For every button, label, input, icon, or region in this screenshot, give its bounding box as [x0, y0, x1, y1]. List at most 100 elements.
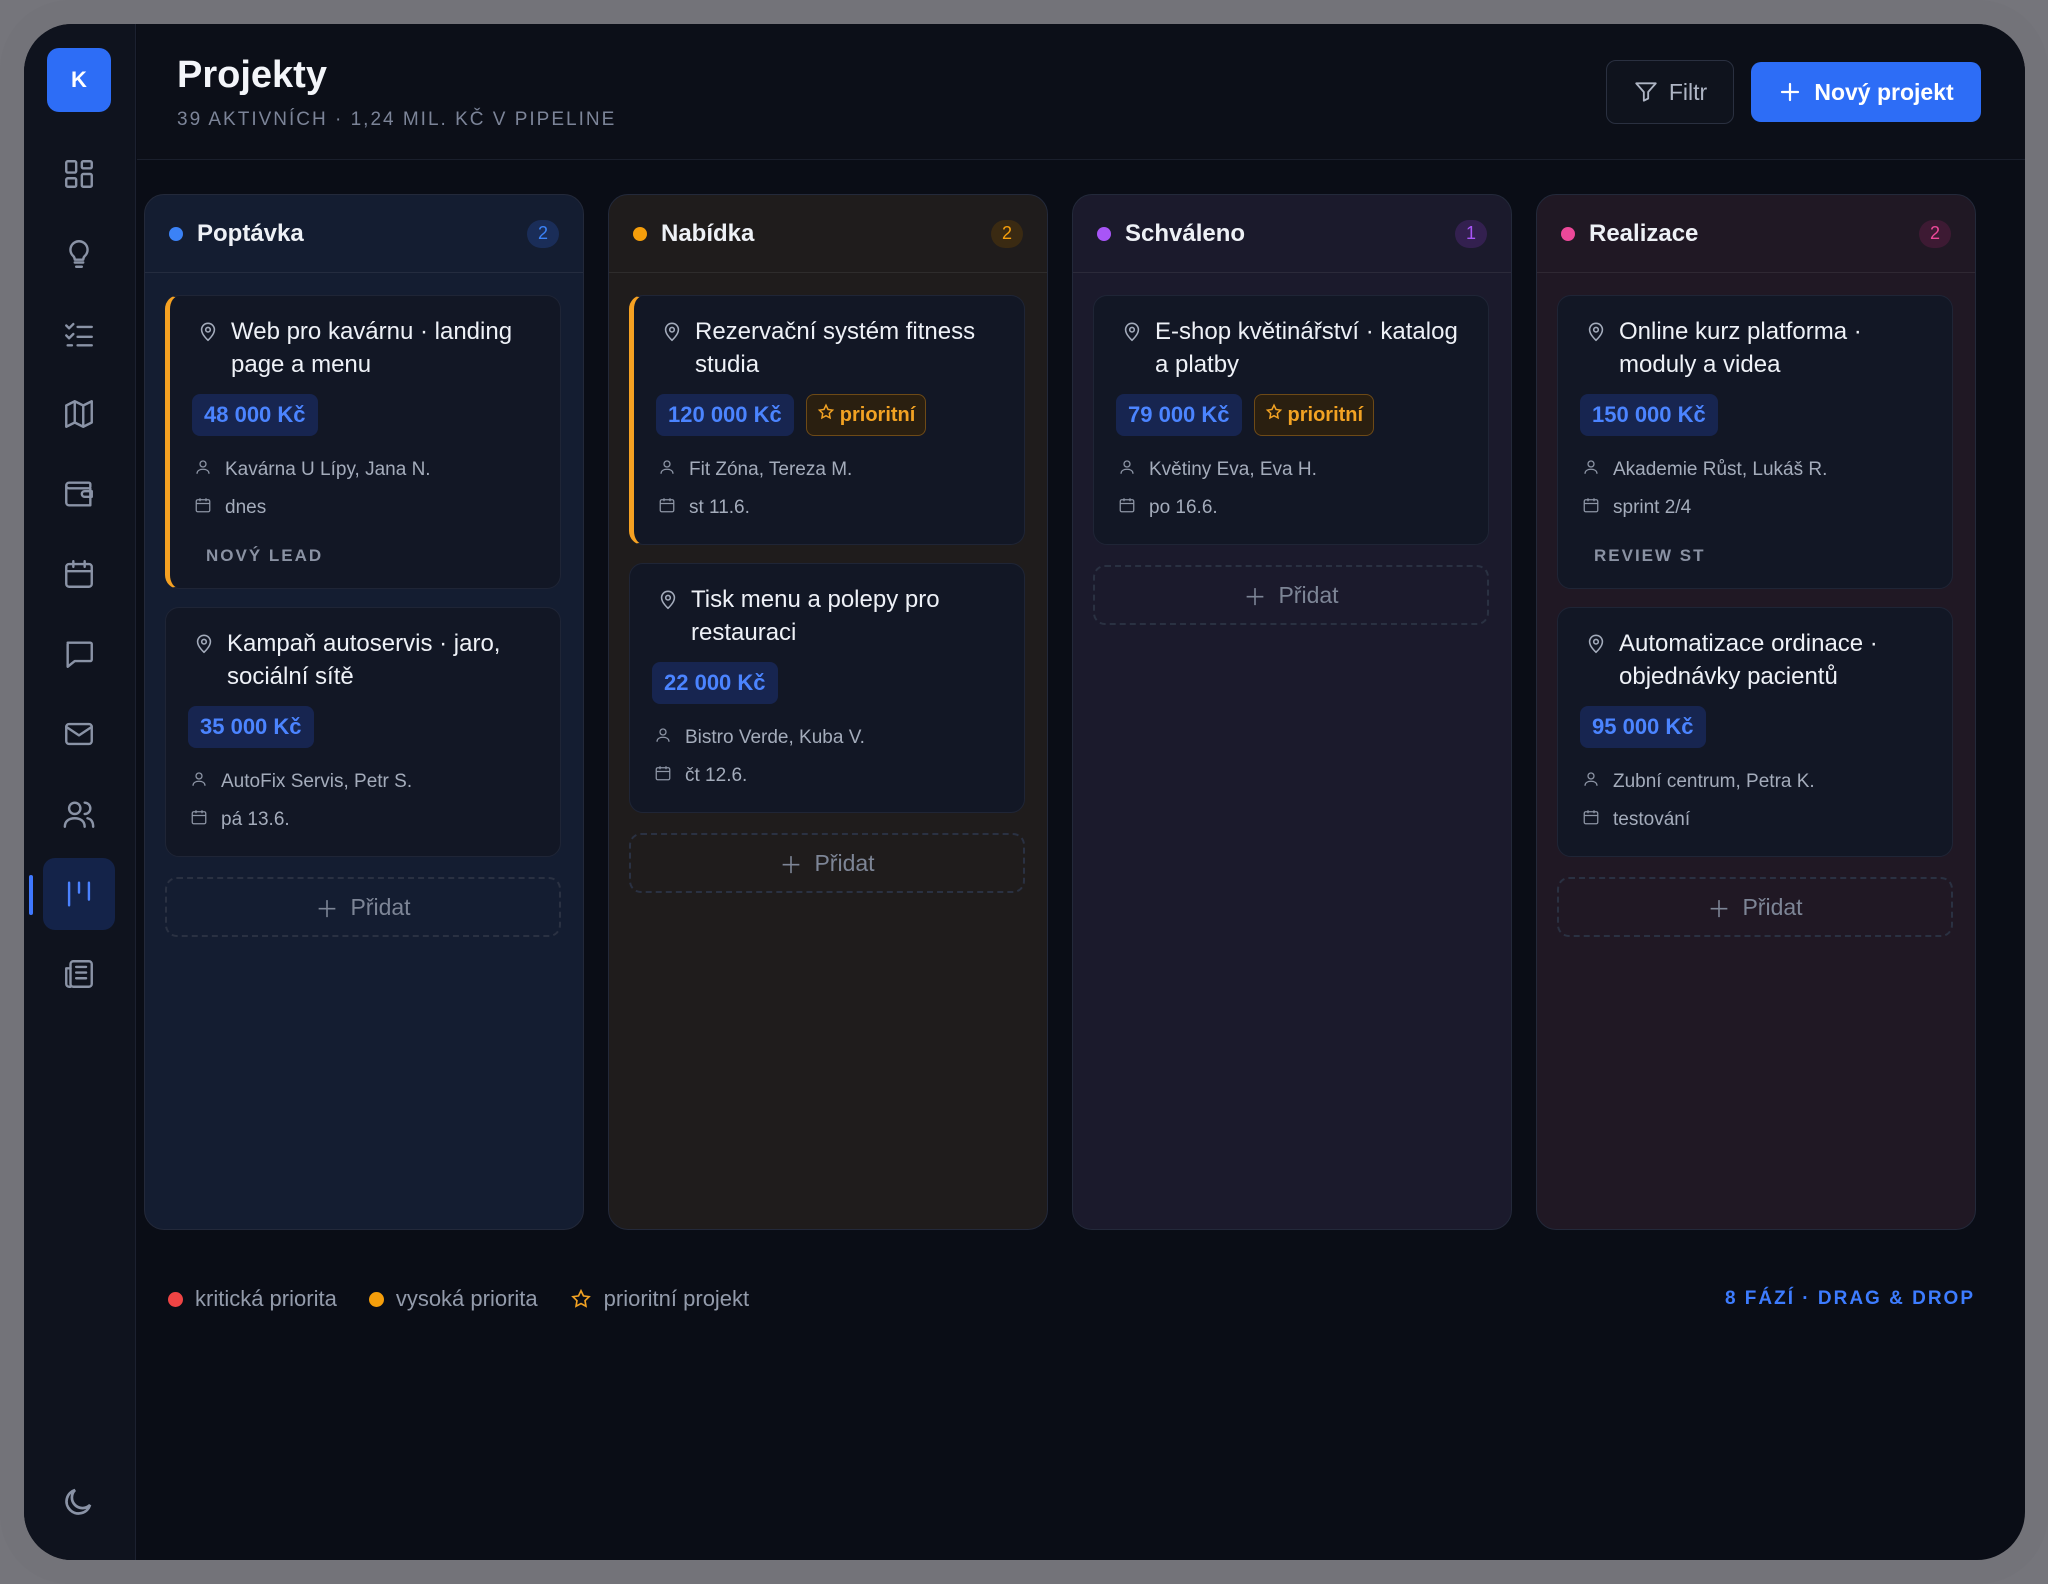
priority-label: prioritní: [1287, 403, 1364, 426]
star-icon: [570, 1288, 591, 1308]
card-date: sprint 2/4: [1582, 496, 1691, 520]
card-title: Tisk menu a polepy pro restauraci: [657, 583, 1006, 649]
column-status-dot: [1561, 226, 1575, 241]
project-card[interactable]: Rezervační systém fitness studia 120 000 …: [629, 295, 1025, 545]
client-text: AutoFix Servis, Petr S.: [221, 771, 413, 792]
card-title-text: Automatizace ordinace · objednávky pacie…: [1619, 630, 1878, 690]
filter-button[interactable]: Filtr: [1606, 60, 1734, 124]
card-title-text: Web pro kavárnu · landing page a menu: [231, 318, 513, 378]
add-card-button[interactable]: ＋ Přidat: [629, 833, 1025, 893]
calendar-icon: [194, 496, 212, 520]
card-title: Web pro kavárnu · landing page a menu: [197, 315, 542, 381]
price-badge: 95 000 Kč: [1580, 706, 1706, 748]
critical-dot: [168, 1291, 183, 1307]
calendar-icon[interactable]: [43, 538, 115, 610]
column-header: Poptávka 2: [145, 195, 583, 273]
legend: kritická priorita vysoká priorita priori…: [168, 1286, 781, 1312]
project-card[interactable]: E-shop květinářství · katalog a platby 79…: [1093, 295, 1489, 545]
card-chips: 35 000 Kč: [188, 706, 314, 748]
column-1: Nabídka 2 Rezervační systém fitness studia…: [608, 194, 1048, 1230]
card-tag: NOVÝ LEAD: [206, 546, 324, 565]
card-client: Zubní centrum, Petra K.: [1582, 770, 1815, 794]
card-title: Kampaň autoservis · jaro, sociální sítě: [193, 627, 542, 693]
card-title-text: Tisk menu a polepy pro restauraci: [691, 586, 940, 646]
checklist-icon[interactable]: [43, 298, 115, 370]
priority-badge: prioritní: [805, 394, 927, 436]
dashboard-icon[interactable]: [43, 138, 115, 210]
card-date: po 16.6.: [1118, 496, 1218, 520]
project-card[interactable]: Kampaň autoservis · jaro, sociální sítě 3…: [165, 607, 561, 857]
date-text: pá 13.6.: [221, 809, 290, 830]
card-title-text: Kampaň autoservis · jaro, sociální sítě: [227, 630, 501, 690]
active-nav-indicator: [29, 875, 33, 915]
card-title: E-shop květinářství · katalog a platby: [1121, 315, 1470, 381]
client-text: Květiny Eva, Eva H.: [1149, 459, 1317, 480]
add-label: Přidat: [814, 849, 875, 876]
date-text: po 16.6.: [1149, 497, 1218, 518]
add-card-button[interactable]: ＋ Přidat: [165, 877, 561, 937]
plus-icon: ＋: [1243, 584, 1267, 610]
priority-badge: prioritní: [1253, 394, 1375, 436]
lightbulb-icon[interactable]: [43, 218, 115, 290]
chat-icon[interactable]: [43, 618, 115, 690]
add-card-button[interactable]: ＋ Přidat: [1557, 877, 1953, 937]
mail-icon[interactable]: [43, 698, 115, 770]
app-screen: K: [24, 24, 2025, 1560]
location-pin-icon: [657, 583, 679, 649]
price-badge: 48 000 Kč: [192, 394, 318, 436]
card-title: Rezervační systém fitness studia: [661, 315, 1006, 381]
new-project-label: Nový projekt: [1814, 78, 1954, 105]
card-client: Fit Zóna, Tereza M.: [658, 458, 852, 482]
column-count-badge: 2: [1919, 219, 1951, 248]
card-title-text: E-shop květinářství · katalog a platby: [1155, 318, 1458, 378]
price-badge: 120 000 Kč: [656, 394, 794, 436]
page-header: Projekty 39 AKTIVNÍCH · 1,24 MIL. KČ V P…: [137, 24, 2025, 160]
column-count-badge: 1: [1455, 219, 1487, 248]
high-dot: [368, 1291, 384, 1307]
card-client: Bistro Verde, Kuba V.: [654, 726, 865, 750]
star-icon: [817, 403, 835, 427]
priority-label: prioritní: [839, 403, 916, 426]
location-pin-icon: [661, 315, 683, 381]
app-logo[interactable]: K: [47, 48, 111, 112]
card-chips: 79 000 Kč prioritní: [1116, 394, 1375, 436]
date-text: dnes: [225, 497, 267, 518]
wallet-icon[interactable]: [43, 458, 115, 530]
project-card[interactable]: Tisk menu a polepy pro restauraci 22 000 …: [629, 563, 1025, 813]
date-text: sprint 2/4: [1613, 497, 1692, 518]
new-project-button[interactable]: Nový projekt: [1751, 62, 1981, 122]
add-card-button[interactable]: ＋ Přidat: [1093, 565, 1489, 625]
card-chips: 150 000 Kč: [1580, 394, 1718, 436]
column-status-dot: [1097, 226, 1111, 241]
newspaper-icon[interactable]: [43, 938, 115, 1010]
column-status-dot: [633, 226, 647, 241]
user-icon: [1582, 770, 1600, 794]
price-badge: 150 000 Kč: [1580, 394, 1718, 436]
add-label: Přidat: [350, 893, 411, 920]
card-chips: 95 000 Kč: [1580, 706, 1706, 748]
page-subtitle: 39 AKTIVNÍCH · 1,24 MIL. KČ V PIPELINE: [177, 109, 617, 130]
column-title: Poptávka: [197, 219, 304, 247]
date-text: čt 12.6.: [685, 765, 748, 786]
page-title: Projekty: [177, 54, 327, 96]
calendar-icon: [1118, 496, 1136, 520]
card-title-text: Online kurz platforma · moduly a videa: [1619, 318, 1862, 378]
location-pin-icon: [1585, 627, 1607, 693]
column-header: Nabídka 2: [609, 195, 1047, 273]
location-pin-icon: [1585, 315, 1607, 381]
user-icon: [658, 458, 676, 482]
column-count-badge: 2: [527, 219, 559, 248]
column-count-badge: 2: [991, 219, 1023, 248]
card-date: dnes: [194, 496, 266, 520]
map-icon[interactable]: [43, 378, 115, 450]
card-tag: REVIEW ST: [1594, 546, 1706, 565]
users-icon[interactable]: [43, 778, 115, 850]
kanban-icon[interactable]: [43, 858, 115, 930]
user-icon: [1118, 458, 1136, 482]
star-icon: [1265, 403, 1283, 427]
client-text: Kavárna U Lípy, Jana N.: [225, 459, 431, 480]
moon-icon[interactable]: [60, 1484, 96, 1520]
project-card[interactable]: Web pro kavárnu · landing page a menu 48 …: [165, 295, 561, 589]
project-card[interactable]: Automatizace ordinace · objednávky pacie…: [1557, 607, 1953, 857]
project-card[interactable]: Online kurz platforma · moduly a videa 15…: [1557, 295, 1953, 589]
